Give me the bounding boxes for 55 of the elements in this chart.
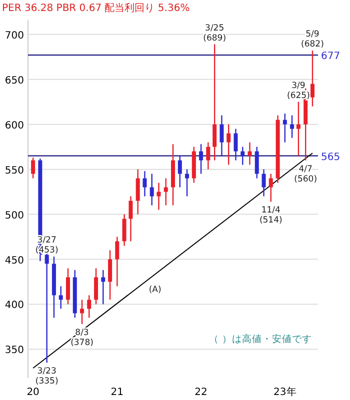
y-tick-label: 650 [4,75,24,86]
annotation: 3/23 (335) [35,366,58,387]
candlestick [185,168,190,197]
candlestick [87,294,92,318]
annotation: 11/4 (514) [259,206,282,226]
candlestick [254,146,259,179]
y-tick-label: 700 [4,30,24,42]
annotation: 3/25 (689) [203,23,226,44]
annotation: 5/9 (682) [301,30,324,50]
chart-title: PER 36.28 PBR 0.67 配当利回り 5.36% [2,2,190,14]
y-tick-label: 450 [4,255,24,266]
ref-line-label: 565 [321,152,340,163]
candlestick [115,236,120,287]
x-tick-label: 23年 [274,386,296,398]
x-tick-label: 21 [110,387,124,398]
candlestick [226,124,231,166]
candlestick [212,44,217,161]
candlestick [178,155,182,188]
x-tick-label: 22 [194,387,208,398]
candlestick [310,50,314,107]
annotation: （ ）は高値・安値です [208,333,312,345]
candlestick [58,286,63,310]
candlestick [150,173,154,206]
candlestick [220,114,224,156]
annotation: (A) [148,284,162,295]
candlestick [206,142,210,170]
candlestick [282,112,287,143]
candlestick [128,196,133,242]
candlestick [142,170,147,197]
candlestick [262,168,266,197]
candlestick [80,299,84,325]
candlestick [122,214,126,246]
candlestick [136,168,140,215]
ref-line-label: 677 [321,51,340,62]
annotation: 4/7 (560) [294,164,318,184]
candlestick [94,268,98,305]
y-tick-label: 600 [4,120,24,132]
y-tick-label: 500 [4,210,24,222]
candlestick [268,173,273,202]
candlestick [108,250,112,300]
y-tick-label: 550 [4,165,24,176]
candlestick [31,157,36,179]
candlestick [234,128,238,161]
candlestick [156,182,161,210]
candlestick [101,269,106,305]
candlestick [240,146,245,166]
candlestick [248,142,252,166]
candlestick [296,101,300,156]
candlestick [290,114,294,138]
candlestick [199,144,204,174]
x-tick-label: 20 [26,387,40,398]
candlestick [66,268,70,305]
candlestick [164,178,168,206]
y-tick-label: 350 [4,345,24,356]
y-tick-label: 400 [4,300,24,312]
